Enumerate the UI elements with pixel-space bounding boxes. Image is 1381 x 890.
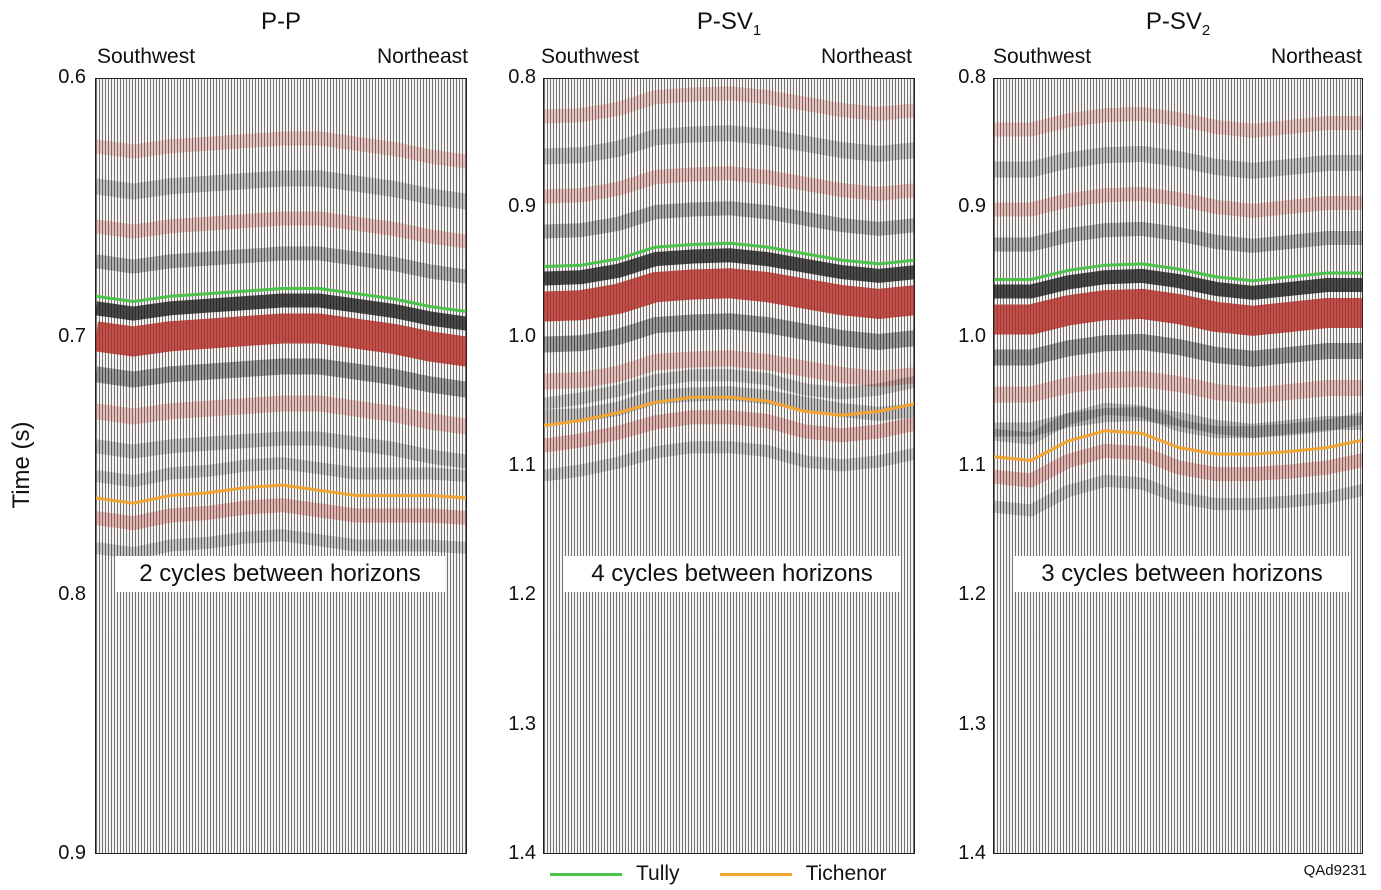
reflection-band xyxy=(544,369,914,410)
reflection-band xyxy=(96,529,466,560)
direction-label-right: Northeast xyxy=(1270,45,1362,68)
reflection-band xyxy=(96,457,466,488)
reflection-band xyxy=(994,406,1362,438)
reflection-band xyxy=(544,86,914,124)
panel-title-main: P-SV xyxy=(696,8,753,35)
y-tick-label: 0.8 xyxy=(508,66,536,88)
legend-item-tully: Tully xyxy=(550,862,680,886)
reflection-band xyxy=(96,358,466,398)
reflection-band xyxy=(544,386,914,424)
panel-title-main: P-SV xyxy=(1145,8,1202,35)
panel-title: P-P xyxy=(95,8,467,39)
legend: Tully Tichenor xyxy=(550,860,927,888)
reflection-band xyxy=(994,221,1362,253)
reflection-band xyxy=(96,170,466,210)
legend-label: Tichenor xyxy=(805,862,887,885)
panel-title-sub: 2 xyxy=(1201,21,1211,39)
panel-pp: P-P Southwest Northeast 0.6 0.7 0.8 0.9 … xyxy=(0,0,470,890)
panel-title: P-SV2 xyxy=(993,8,1363,39)
y-tick-label: 1.2 xyxy=(508,583,536,605)
horizon-tully-line xyxy=(96,287,466,314)
horizon-tichenor-line xyxy=(96,483,466,505)
reflection-band xyxy=(994,402,1362,445)
y-tick-label: 0.8 xyxy=(958,66,986,88)
legend-item-tichenor: Tichenor xyxy=(719,862,887,886)
y-tick-label: 1.1 xyxy=(958,454,986,476)
reflection-band xyxy=(994,333,1362,367)
reflection-band xyxy=(544,313,914,353)
reflection-band xyxy=(994,186,1362,218)
panel-title: P-SV1 xyxy=(543,8,915,39)
panel-psv2: P-SV2 Southwest Northeast 0.8 0.9 1.0 1.… xyxy=(920,0,1381,890)
y-tick-label: 0.6 xyxy=(58,66,86,88)
reflection-band xyxy=(544,125,914,165)
reflection-band xyxy=(544,350,914,390)
legend-swatch-tichenor xyxy=(719,872,792,876)
reflection-band xyxy=(96,293,466,331)
y-tick-label: 1.0 xyxy=(508,325,536,347)
reflection-band xyxy=(96,395,466,435)
y-tick-label: 0.9 xyxy=(508,195,536,217)
y-tick-label: 1.0 xyxy=(958,325,986,347)
y-tick-label: 1.1 xyxy=(508,454,536,476)
horizon-tully-line xyxy=(994,262,1362,283)
reflection-band xyxy=(96,131,466,169)
reflection-band xyxy=(994,268,1362,300)
seismic-section xyxy=(543,78,915,854)
panel-title-sub: 1 xyxy=(752,21,762,39)
cycles-callout: 3 cycles between horizons xyxy=(1013,556,1351,592)
horizon-tichenor-line xyxy=(994,429,1362,462)
reflection-band xyxy=(544,441,914,482)
reflection-band xyxy=(96,498,466,531)
reflection-band xyxy=(96,313,466,367)
direction-label-right: Northeast xyxy=(820,45,912,68)
y-tick-label: 0.9 xyxy=(958,195,986,217)
cycles-callout: 4 cycles between horizons xyxy=(563,556,901,592)
reflection-band xyxy=(994,370,1362,404)
panel-title-main: P-P xyxy=(260,8,301,35)
seismic-plot xyxy=(544,86,914,482)
reflection-band xyxy=(994,288,1362,336)
horizon-tichenor-line xyxy=(544,395,914,428)
cycles-callout: 2 cycles between horizons xyxy=(115,556,445,592)
y-tick-label: 1.3 xyxy=(958,713,986,735)
seismic-plot xyxy=(96,131,466,560)
reflection-band xyxy=(96,211,466,249)
panel-psv1: P-SV1 Southwest Northeast 0.8 0.9 1.0 1.… xyxy=(470,0,920,890)
legend-label: Tully xyxy=(636,862,680,885)
direction-label-left: Southwest xyxy=(97,45,196,68)
y-tick-label: 0.9 xyxy=(58,842,86,864)
seismic-section xyxy=(993,78,1363,854)
reflection-band xyxy=(994,474,1362,517)
direction-label-left: Southwest xyxy=(541,45,640,68)
reflection-band xyxy=(544,268,914,322)
y-tick-label: 1.2 xyxy=(958,583,986,605)
reflection-band xyxy=(544,166,914,204)
seismic-section xyxy=(95,78,467,854)
direction-label-left: Southwest xyxy=(993,45,1092,68)
legend-swatch-tully xyxy=(550,872,622,876)
horizon-tully-line xyxy=(544,241,914,268)
reflection-band xyxy=(994,145,1362,179)
reflection-band xyxy=(544,410,914,453)
y-tick-label: 1.3 xyxy=(508,713,536,735)
reflection-band xyxy=(96,431,466,469)
y-tick-label: 1.4 xyxy=(508,842,536,864)
figure-id: QAd9231 xyxy=(1303,862,1367,879)
direction-label-right: Northeast xyxy=(376,45,468,68)
y-tick-label: 0.7 xyxy=(58,325,86,347)
y-tick-label: 1.4 xyxy=(958,842,986,864)
seismic-plot xyxy=(994,106,1362,517)
reflection-band xyxy=(544,248,914,286)
reflection-band xyxy=(994,106,1362,138)
y-tick-label: 0.8 xyxy=(58,583,86,605)
reflection-band xyxy=(96,246,466,284)
reflection-band xyxy=(544,201,914,239)
reflection-band xyxy=(994,443,1362,488)
